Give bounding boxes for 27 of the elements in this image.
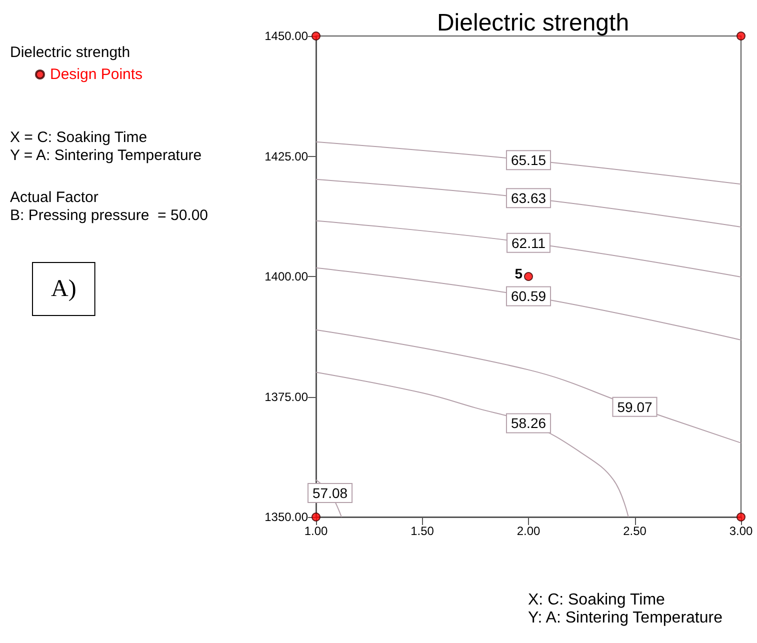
- y-tick-label: 1425.00: [264, 149, 308, 164]
- x-axis-title: X: C: Soaking Time: [528, 592, 666, 608]
- legend-label: Design Points: [50, 66, 143, 83]
- chart-title: Dielectric strength: [436, 10, 630, 36]
- text: B: Pressing pressure = 50.00: [10, 207, 208, 224]
- text: A): [51, 276, 76, 302]
- y-tick-label: 1375.00: [264, 390, 308, 404]
- point: [736, 32, 746, 40]
- annotation: 5: [514, 266, 523, 282]
- y-tick-label: 1400.00: [264, 270, 308, 284]
- x-tick-label: 3.00: [729, 524, 753, 538]
- point: [524, 272, 533, 281]
- x-tick-label: 1.00: [304, 524, 328, 538]
- x-tick-label: 2.50: [623, 524, 647, 538]
- y-tick-label: 1450.00: [264, 29, 308, 43]
- text: Y: A: Sintering Temperature: [528, 610, 723, 626]
- point: [312, 512, 320, 522]
- text: Actual Factor: [10, 189, 98, 206]
- text: X = C: Soaking Time: [10, 129, 148, 146]
- text: Y = A: Sintering Temperature: [10, 147, 202, 164]
- line-series: [316, 329, 742, 444]
- point: [736, 512, 746, 522]
- x-tick-label: 2.00: [516, 524, 540, 538]
- y-tick-label: 1350.00: [264, 510, 308, 524]
- point: [312, 32, 320, 40]
- x-tick-label: 1.50: [410, 524, 434, 538]
- legend-title: Dielectric strength: [10, 44, 130, 61]
